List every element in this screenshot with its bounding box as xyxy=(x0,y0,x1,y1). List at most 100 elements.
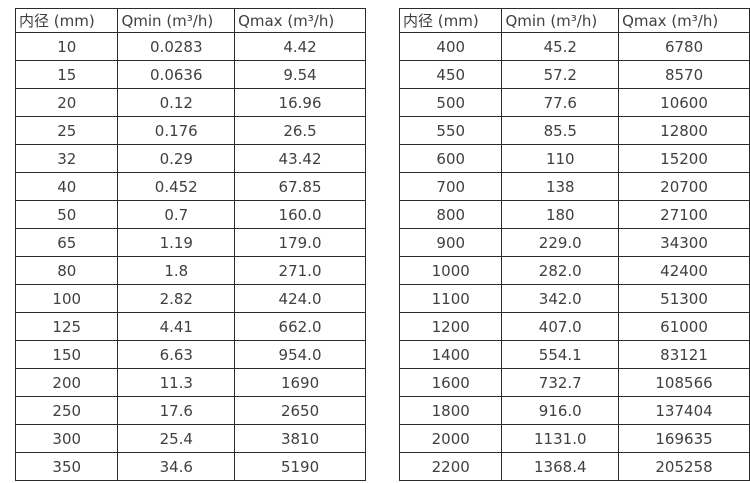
table-row: 40 0.452 67.85 xyxy=(14,172,366,201)
table-row: 800 180 27100 xyxy=(398,200,750,229)
cell-diameter: 20 xyxy=(14,88,119,117)
table-row: 1800 916.0 137404 xyxy=(398,396,750,425)
cell-qmax: 4.42 xyxy=(234,32,366,61)
cell-qmax: 179.0 xyxy=(234,228,366,257)
column-header-diameter: 内径 (mm) xyxy=(14,8,119,33)
cell-diameter: 800 xyxy=(398,200,503,229)
cell-qmax: 205258 xyxy=(618,452,750,481)
cell-qmin: 732.7 xyxy=(501,368,620,397)
cell-qmin: 138 xyxy=(501,172,620,201)
table-row: 25 0.176 26.5 xyxy=(14,116,366,145)
cell-qmax: 42400 xyxy=(618,256,750,285)
table-row: 250 17.6 2650 xyxy=(14,396,366,425)
cell-diameter: 125 xyxy=(14,312,119,341)
cell-qmax: 51300 xyxy=(618,284,750,313)
cell-qmin: 57.2 xyxy=(501,60,620,89)
cell-diameter: 25 xyxy=(14,116,119,145)
cell-diameter: 1800 xyxy=(398,396,503,425)
cell-qmin: 0.12 xyxy=(117,88,236,117)
cell-diameter: 100 xyxy=(14,284,119,313)
cell-qmax: 61000 xyxy=(618,312,750,341)
table-row: 10 0.0283 4.42 xyxy=(14,32,366,61)
column-header-qmin: Qmin (m³/h) xyxy=(501,8,620,33)
table-row: 1400 554.1 83121 xyxy=(398,340,750,369)
cell-qmin: 11.3 xyxy=(117,368,236,397)
cell-diameter: 1100 xyxy=(398,284,503,313)
table-row: 1000 282.0 42400 xyxy=(398,256,750,285)
column-header-qmax: Qmax (m³/h) xyxy=(234,8,366,33)
table-row: 550 85.5 12800 xyxy=(398,116,750,145)
cell-diameter: 250 xyxy=(14,396,119,425)
table-row: 900 229.0 34300 xyxy=(398,228,750,257)
table-row: 450 57.2 8570 xyxy=(398,60,750,89)
cell-qmin: 916.0 xyxy=(501,396,620,425)
cell-qmax: 10600 xyxy=(618,88,750,117)
table-row: 1100 342.0 51300 xyxy=(398,284,750,313)
cell-diameter: 1400 xyxy=(398,340,503,369)
header-row: 内径 (mm) Qmin (m³/h) Qmax (m³/h) xyxy=(398,8,750,33)
cell-qmax: 169635 xyxy=(618,424,750,453)
cell-qmax: 12800 xyxy=(618,116,750,145)
column-header-qmin: Qmin (m³/h) xyxy=(117,8,236,33)
header-row: 内径 (mm) Qmin (m³/h) Qmax (m³/h) xyxy=(14,8,366,33)
cell-qmin: 180 xyxy=(501,200,620,229)
cell-diameter: 10 xyxy=(14,32,119,61)
table-row: 150 6.63 954.0 xyxy=(14,340,366,369)
cell-qmax: 424.0 xyxy=(234,284,366,313)
cell-qmin: 229.0 xyxy=(501,228,620,257)
cell-qmin: 0.176 xyxy=(117,116,236,145)
cell-qmin: 110 xyxy=(501,144,620,173)
table-row: 2000 1131.0 169635 xyxy=(398,424,750,453)
cell-qmax: 271.0 xyxy=(234,256,366,285)
cell-diameter: 15 xyxy=(14,60,119,89)
cell-qmax: 5190 xyxy=(234,452,366,481)
table-row: 20 0.12 16.96 xyxy=(14,88,366,117)
cell-qmax: 8570 xyxy=(618,60,750,89)
cell-qmax: 43.42 xyxy=(234,144,366,173)
cell-diameter: 600 xyxy=(398,144,503,173)
cell-qmin: 342.0 xyxy=(501,284,620,313)
cell-qmin: 45.2 xyxy=(501,32,620,61)
table-row: 125 4.41 662.0 xyxy=(14,312,366,341)
cell-qmax: 137404 xyxy=(618,396,750,425)
table-row: 100 2.82 424.0 xyxy=(14,284,366,313)
cell-qmin: 1368.4 xyxy=(501,452,620,481)
cell-qmin: 0.0283 xyxy=(117,32,236,61)
cell-qmax: 26.5 xyxy=(234,116,366,145)
cell-qmin: 6.63 xyxy=(117,340,236,369)
cell-qmax: 3810 xyxy=(234,424,366,453)
table-row: 400 45.2 6780 xyxy=(398,32,750,61)
cell-qmax: 954.0 xyxy=(234,340,366,369)
cell-qmax: 108566 xyxy=(618,368,750,397)
cell-diameter: 350 xyxy=(14,452,119,481)
cell-qmax: 160.0 xyxy=(234,200,366,229)
cell-qmax: 1690 xyxy=(234,368,366,397)
cell-diameter: 1000 xyxy=(398,256,503,285)
cell-diameter: 700 xyxy=(398,172,503,201)
table-row: 500 77.6 10600 xyxy=(398,88,750,117)
cell-qmin: 0.29 xyxy=(117,144,236,173)
cell-diameter: 2200 xyxy=(398,452,503,481)
cell-diameter: 2000 xyxy=(398,424,503,453)
cell-diameter: 65 xyxy=(14,228,119,257)
table-row: 350 34.6 5190 xyxy=(14,452,366,481)
column-header-diameter: 内径 (mm) xyxy=(398,8,503,33)
table-row: 1200 407.0 61000 xyxy=(398,312,750,341)
cell-qmax: 6780 xyxy=(618,32,750,61)
cell-diameter: 32 xyxy=(14,144,119,173)
cell-qmax: 9.54 xyxy=(234,60,366,89)
cell-qmax: 16.96 xyxy=(234,88,366,117)
cell-diameter: 50 xyxy=(14,200,119,229)
table-row: 50 0.7 160.0 xyxy=(14,200,366,229)
cell-diameter: 900 xyxy=(398,228,503,257)
cell-qmax: 15200 xyxy=(618,144,750,173)
cell-qmin: 17.6 xyxy=(117,396,236,425)
cell-qmax: 34300 xyxy=(618,228,750,257)
cell-qmin: 1131.0 xyxy=(501,424,620,453)
cell-qmin: 34.6 xyxy=(117,452,236,481)
table-row: 2200 1368.4 205258 xyxy=(398,452,750,481)
table-row: 65 1.19 179.0 xyxy=(14,228,366,257)
cell-qmin: 4.41 xyxy=(117,312,236,341)
cell-diameter: 400 xyxy=(398,32,503,61)
